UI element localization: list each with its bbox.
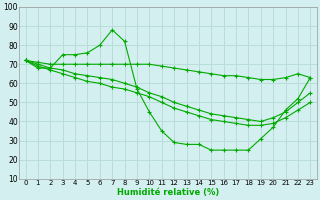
X-axis label: Humidité relative (%): Humidité relative (%) xyxy=(117,188,219,197)
